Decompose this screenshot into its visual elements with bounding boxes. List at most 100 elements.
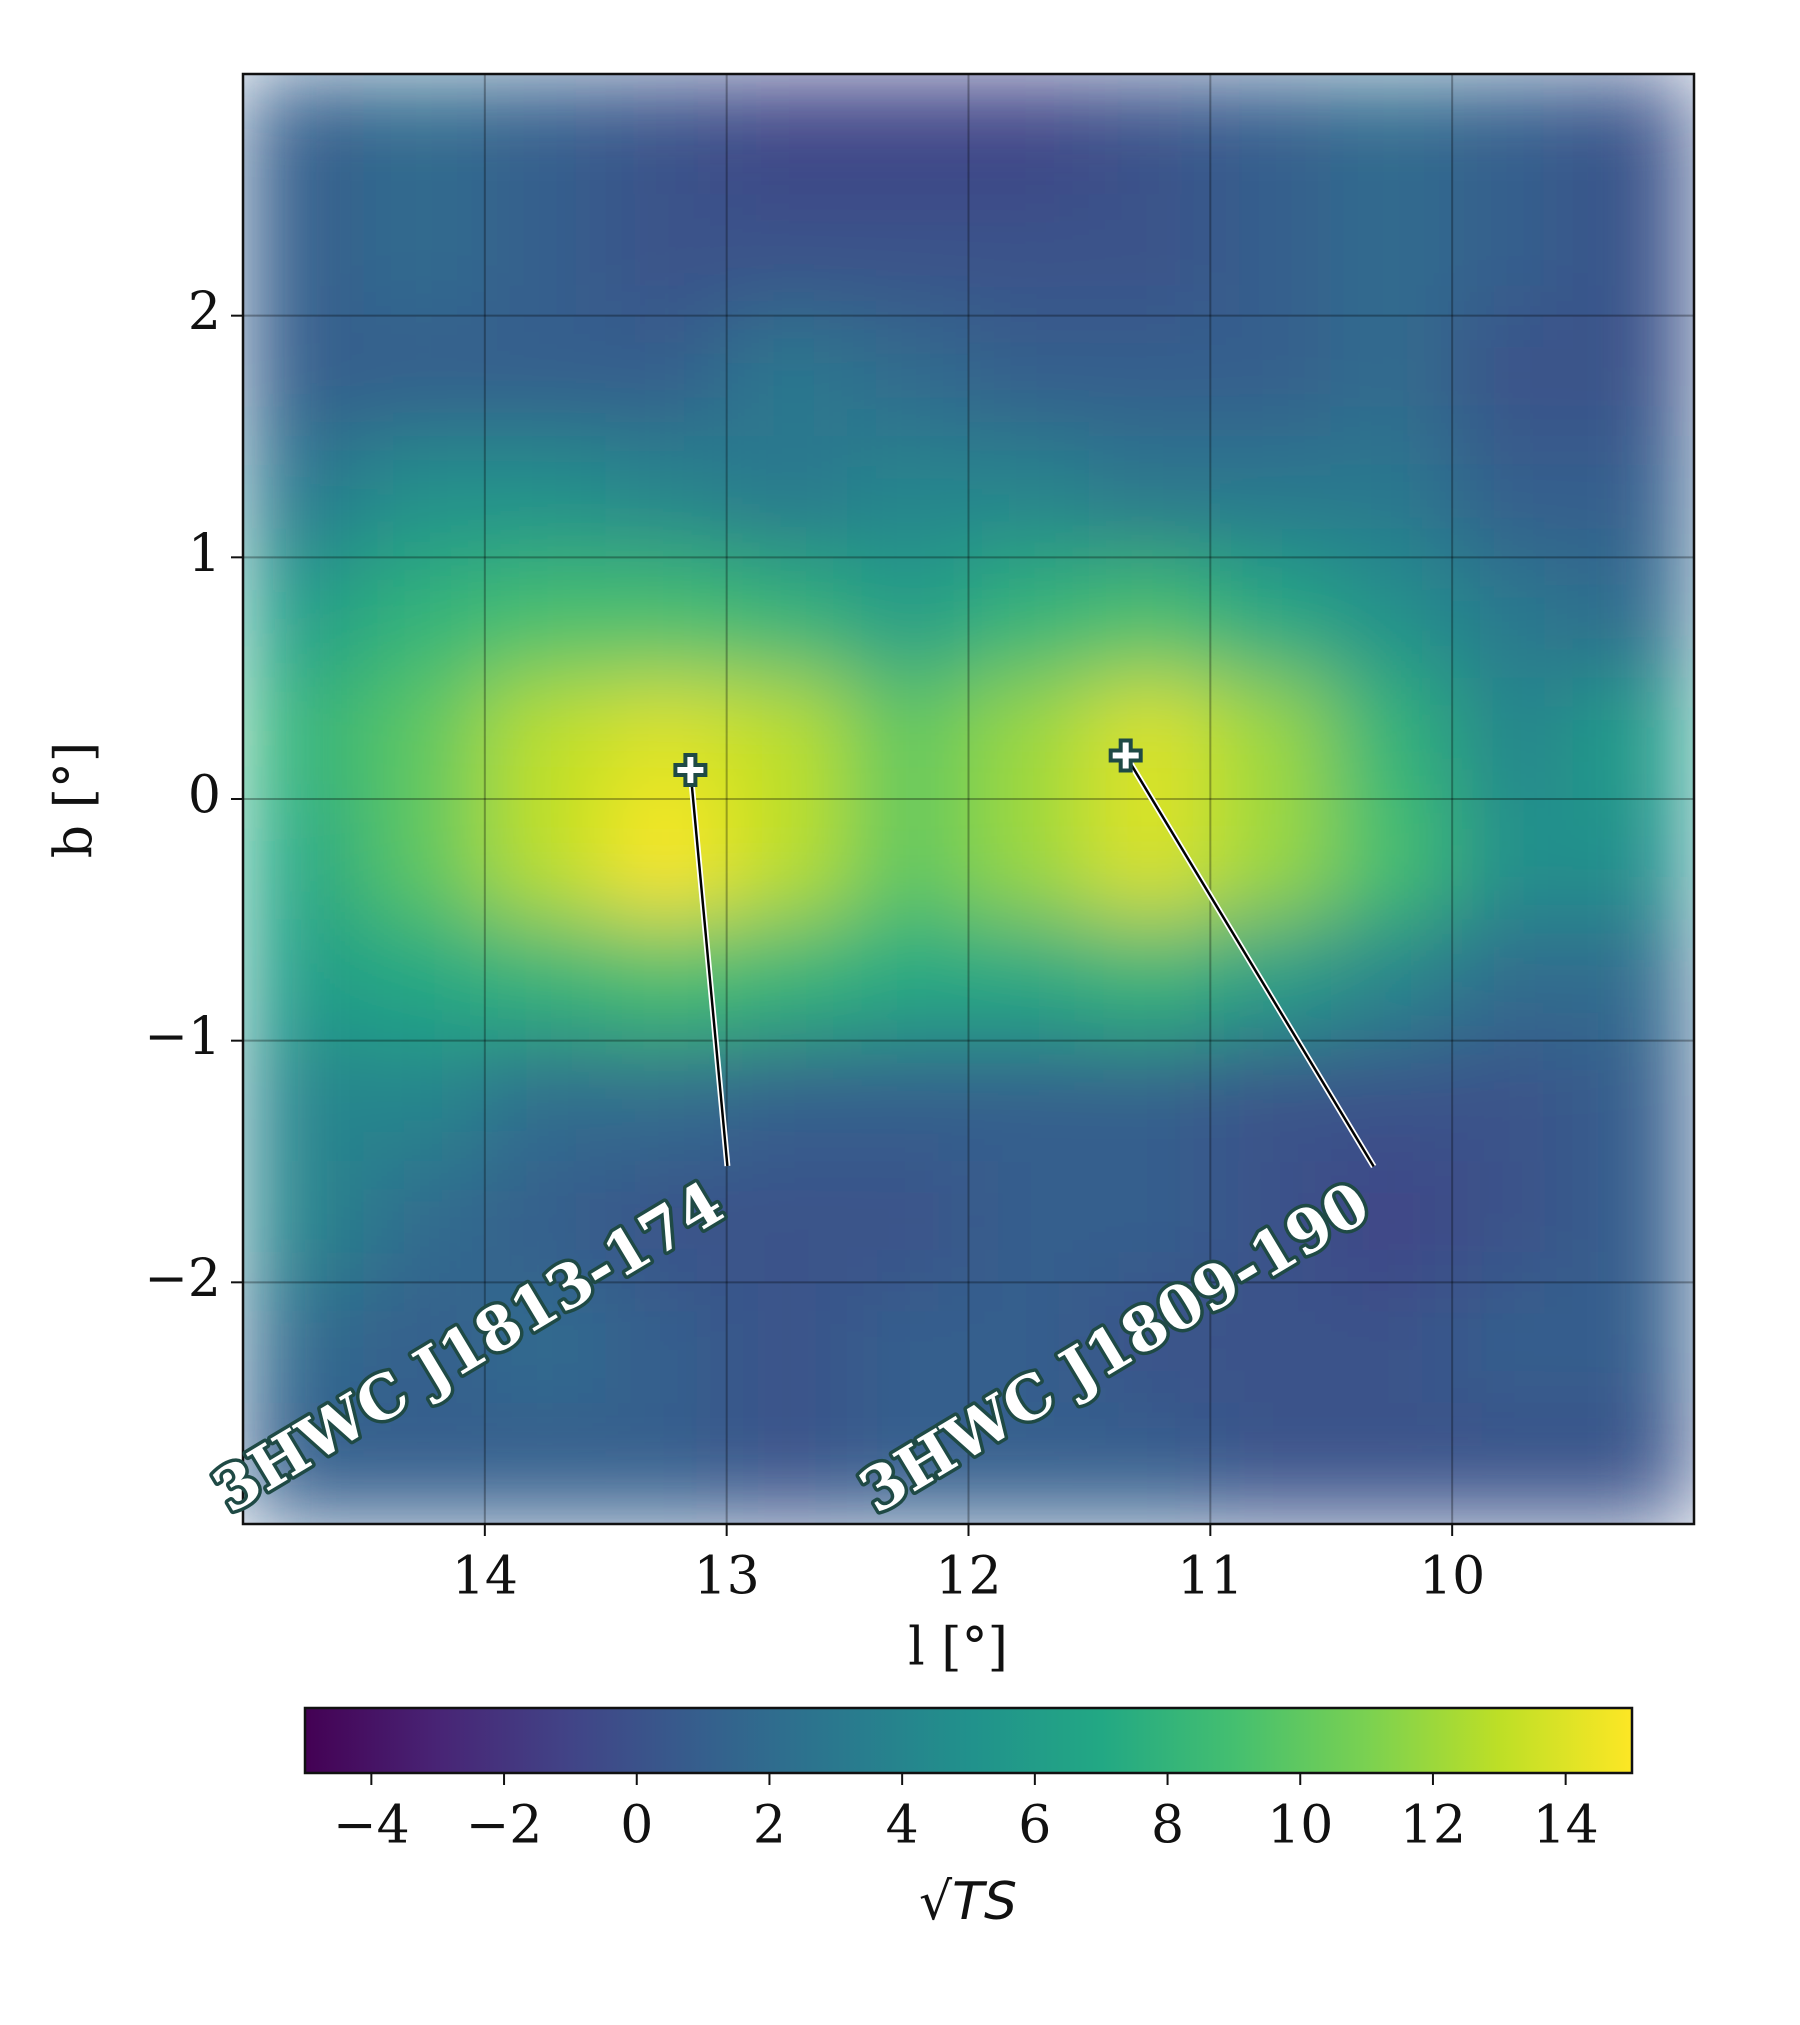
heat-cell — [605, 1040, 728, 1162]
x-tick-label: 14 — [452, 1547, 518, 1607]
heat-cell — [847, 1040, 969, 1162]
heat-cell — [726, 1281, 849, 1404]
x-axis-label: l [°] — [908, 1618, 1008, 1678]
heat-cell — [1451, 798, 1574, 921]
heat-cell — [1451, 677, 1574, 800]
heat-cell — [847, 1402, 969, 1524]
heat-cell — [484, 556, 607, 679]
heat-cell — [1330, 1281, 1453, 1404]
heat-cell — [968, 315, 1090, 437]
heat-cell — [363, 436, 486, 558]
heat-cell — [1451, 74, 1574, 196]
heat-cell — [726, 677, 849, 800]
heat-cell — [243, 677, 365, 800]
heat-cell — [726, 315, 849, 437]
heat-cell — [1209, 798, 1332, 921]
colorbar-tick-label: 0 — [620, 1796, 653, 1856]
heat-cell — [1088, 1161, 1211, 1283]
source-marker — [1108, 738, 1143, 773]
heat-cell — [968, 194, 1090, 317]
heat-cell — [484, 194, 607, 317]
heat-cell — [605, 1281, 728, 1404]
heat-cell — [968, 1281, 1090, 1404]
colorbar-tick-label: −4 — [333, 1796, 410, 1856]
heat-cell — [1330, 798, 1453, 921]
heat-cell — [363, 919, 486, 1042]
heat-cell — [1330, 194, 1453, 317]
heat-cell — [243, 1040, 365, 1162]
heat-cell — [726, 1040, 849, 1162]
heat-cell — [1451, 194, 1574, 317]
y-tick-label: 2 — [188, 282, 221, 342]
heat-cell — [847, 798, 969, 921]
annotation-line — [1124, 754, 1375, 1168]
heat-cell — [726, 74, 849, 196]
heat-cell — [484, 798, 607, 921]
heat-cell — [484, 1402, 607, 1524]
heat-cell — [363, 677, 486, 800]
heat-cell — [363, 1402, 486, 1524]
heat-cell — [1088, 1402, 1211, 1524]
heat-cell — [968, 677, 1090, 800]
heat-cell — [363, 74, 486, 196]
heat-cell — [1572, 677, 1694, 800]
heat-cell — [243, 556, 365, 679]
heat-cell — [968, 1402, 1090, 1524]
y-tick-label: 0 — [188, 766, 221, 826]
heat-cell — [968, 1040, 1090, 1162]
heat-cell — [1451, 1040, 1574, 1162]
heat-cell — [1572, 1281, 1694, 1404]
heat-cell — [1209, 556, 1332, 679]
heat-cell — [1330, 1402, 1453, 1524]
heat-cell — [243, 436, 365, 558]
y-tick-label: −2 — [144, 1249, 221, 1309]
heat-cell — [243, 194, 365, 317]
heat-cell — [1572, 1402, 1694, 1524]
heat-cell — [363, 1040, 486, 1162]
heat-cell — [968, 1161, 1090, 1283]
heat-cell — [1330, 74, 1453, 196]
heat-cell — [726, 436, 849, 558]
heat-cell — [1330, 919, 1453, 1042]
colorbar-tick-label: 12 — [1400, 1796, 1466, 1856]
heat-cell — [1088, 919, 1211, 1042]
heat-cell — [605, 315, 728, 437]
heat-cell — [1209, 436, 1332, 558]
heat-cell — [363, 315, 486, 437]
heat-cell — [363, 194, 486, 317]
heat-cell — [1330, 315, 1453, 437]
heat-cell — [605, 1402, 728, 1524]
heat-cell — [1088, 798, 1211, 921]
heat-cell — [1572, 556, 1694, 679]
heat-cell — [726, 556, 849, 679]
heat-cell — [847, 919, 969, 1042]
heat-cell — [243, 1161, 365, 1283]
heat-cell — [243, 1402, 365, 1524]
heat-cell — [484, 1161, 607, 1283]
colorbar-tick-label: 14 — [1533, 1796, 1599, 1856]
heat-cell — [968, 919, 1090, 1042]
heat-cell — [1209, 74, 1332, 196]
heat-cell — [726, 194, 849, 317]
heat-cell — [1209, 315, 1332, 437]
heat-cell — [605, 677, 728, 800]
heat-cell — [1088, 677, 1211, 800]
heat-cell — [847, 677, 969, 800]
heat-cell — [847, 1281, 969, 1404]
heat-cell — [1088, 1281, 1211, 1404]
heat-cell — [1209, 1040, 1332, 1162]
heat-cell — [1451, 919, 1574, 1042]
heat-cell — [363, 798, 486, 921]
heat-cell — [484, 1040, 607, 1162]
heat-cell — [1572, 436, 1694, 558]
heat-cell — [1209, 677, 1332, 800]
heat-cell — [968, 556, 1090, 679]
heat-cell — [243, 1281, 365, 1404]
heat-cell — [1572, 315, 1694, 437]
heat-cell — [484, 74, 607, 196]
colorbar-tick-label: −2 — [466, 1796, 543, 1856]
heat-cell — [484, 436, 607, 558]
x-tick-label: 10 — [1419, 1547, 1485, 1607]
x-tick-label: 11 — [1177, 1547, 1243, 1607]
colorbar-tick-label: 4 — [886, 1796, 919, 1856]
